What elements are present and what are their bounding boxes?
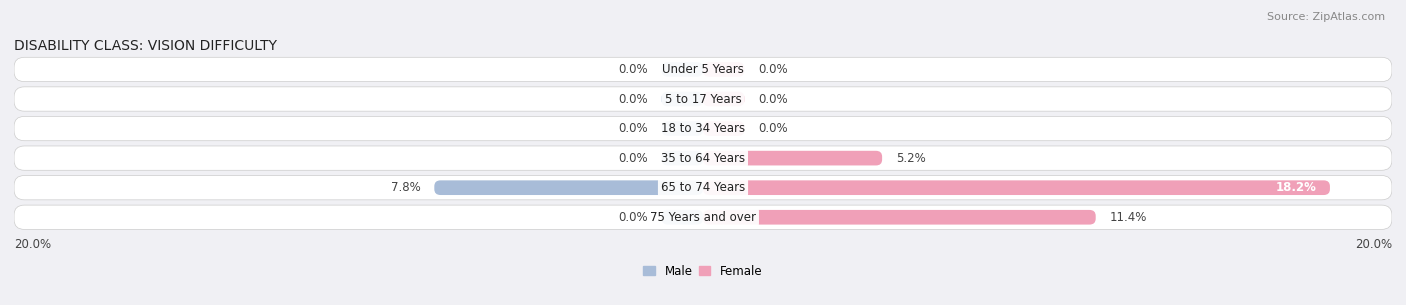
FancyBboxPatch shape [14,57,1392,82]
Text: 0.0%: 0.0% [758,63,787,76]
Text: 20.0%: 20.0% [1355,238,1392,251]
Text: 18.2%: 18.2% [1275,181,1316,194]
Text: 20.0%: 20.0% [14,238,51,251]
Text: 5.2%: 5.2% [896,152,925,165]
FancyBboxPatch shape [14,205,1392,229]
Text: 5 to 17 Years: 5 to 17 Years [665,92,741,106]
Text: 0.0%: 0.0% [619,122,648,135]
FancyBboxPatch shape [703,151,882,165]
FancyBboxPatch shape [662,151,703,165]
Text: Under 5 Years: Under 5 Years [662,63,744,76]
Text: 0.0%: 0.0% [758,122,787,135]
Text: 7.8%: 7.8% [391,181,420,194]
Text: Source: ZipAtlas.com: Source: ZipAtlas.com [1267,12,1385,22]
FancyBboxPatch shape [703,92,744,106]
Text: 0.0%: 0.0% [758,92,787,106]
FancyBboxPatch shape [434,180,703,195]
Text: 65 to 74 Years: 65 to 74 Years [661,181,745,194]
FancyBboxPatch shape [703,210,1095,224]
FancyBboxPatch shape [14,117,1392,141]
FancyBboxPatch shape [703,121,744,136]
Legend: Male, Female: Male, Female [638,260,768,283]
Text: 0.0%: 0.0% [619,63,648,76]
Text: DISABILITY CLASS: VISION DIFFICULTY: DISABILITY CLASS: VISION DIFFICULTY [14,39,277,53]
Text: 0.0%: 0.0% [619,211,648,224]
Text: 0.0%: 0.0% [619,152,648,165]
Text: 18 to 34 Years: 18 to 34 Years [661,122,745,135]
FancyBboxPatch shape [14,87,1392,111]
Text: 35 to 64 Years: 35 to 64 Years [661,152,745,165]
FancyBboxPatch shape [662,62,703,77]
Text: 11.4%: 11.4% [1109,211,1147,224]
FancyBboxPatch shape [662,121,703,136]
FancyBboxPatch shape [703,62,744,77]
FancyBboxPatch shape [14,146,1392,170]
FancyBboxPatch shape [14,176,1392,200]
FancyBboxPatch shape [703,180,1330,195]
Text: 0.0%: 0.0% [619,92,648,106]
FancyBboxPatch shape [662,210,703,224]
FancyBboxPatch shape [662,92,703,106]
Text: 75 Years and over: 75 Years and over [650,211,756,224]
